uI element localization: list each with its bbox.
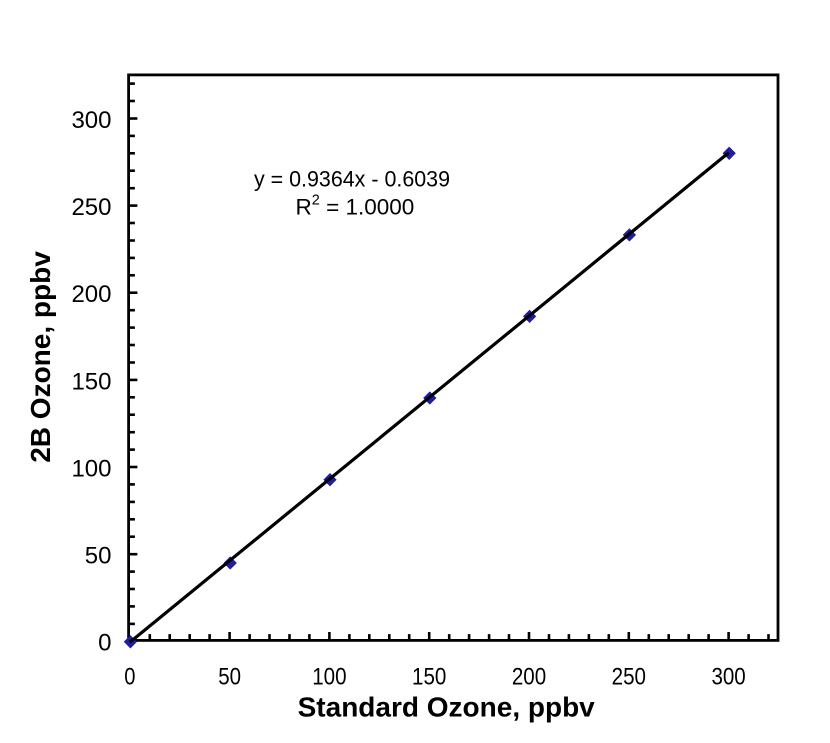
svg-text:200: 200 xyxy=(512,663,546,690)
svg-text:150: 150 xyxy=(71,368,111,395)
svg-text:150: 150 xyxy=(412,663,446,690)
svg-text:R2 = 1.0000: R2 = 1.0000 xyxy=(296,192,415,219)
svg-text:200: 200 xyxy=(71,281,111,308)
svg-text:Standard Ozone, ppbv: Standard Ozone, ppbv xyxy=(298,692,596,723)
svg-text:300: 300 xyxy=(71,107,111,134)
svg-text:300: 300 xyxy=(711,663,745,690)
svg-text:0: 0 xyxy=(124,663,135,690)
svg-text:100: 100 xyxy=(312,663,346,690)
svg-text:50: 50 xyxy=(218,663,241,690)
svg-text:250: 250 xyxy=(71,194,111,221)
svg-text:0: 0 xyxy=(98,630,111,657)
svg-text:y = 0.9364x - 0.6039: y = 0.9364x - 0.6039 xyxy=(254,166,450,191)
svg-text:2B Ozone, ppbv: 2B Ozone, ppbv xyxy=(25,251,56,463)
svg-text:250: 250 xyxy=(612,663,646,690)
svg-text:50: 50 xyxy=(85,543,112,570)
svg-text:100: 100 xyxy=(71,455,111,482)
